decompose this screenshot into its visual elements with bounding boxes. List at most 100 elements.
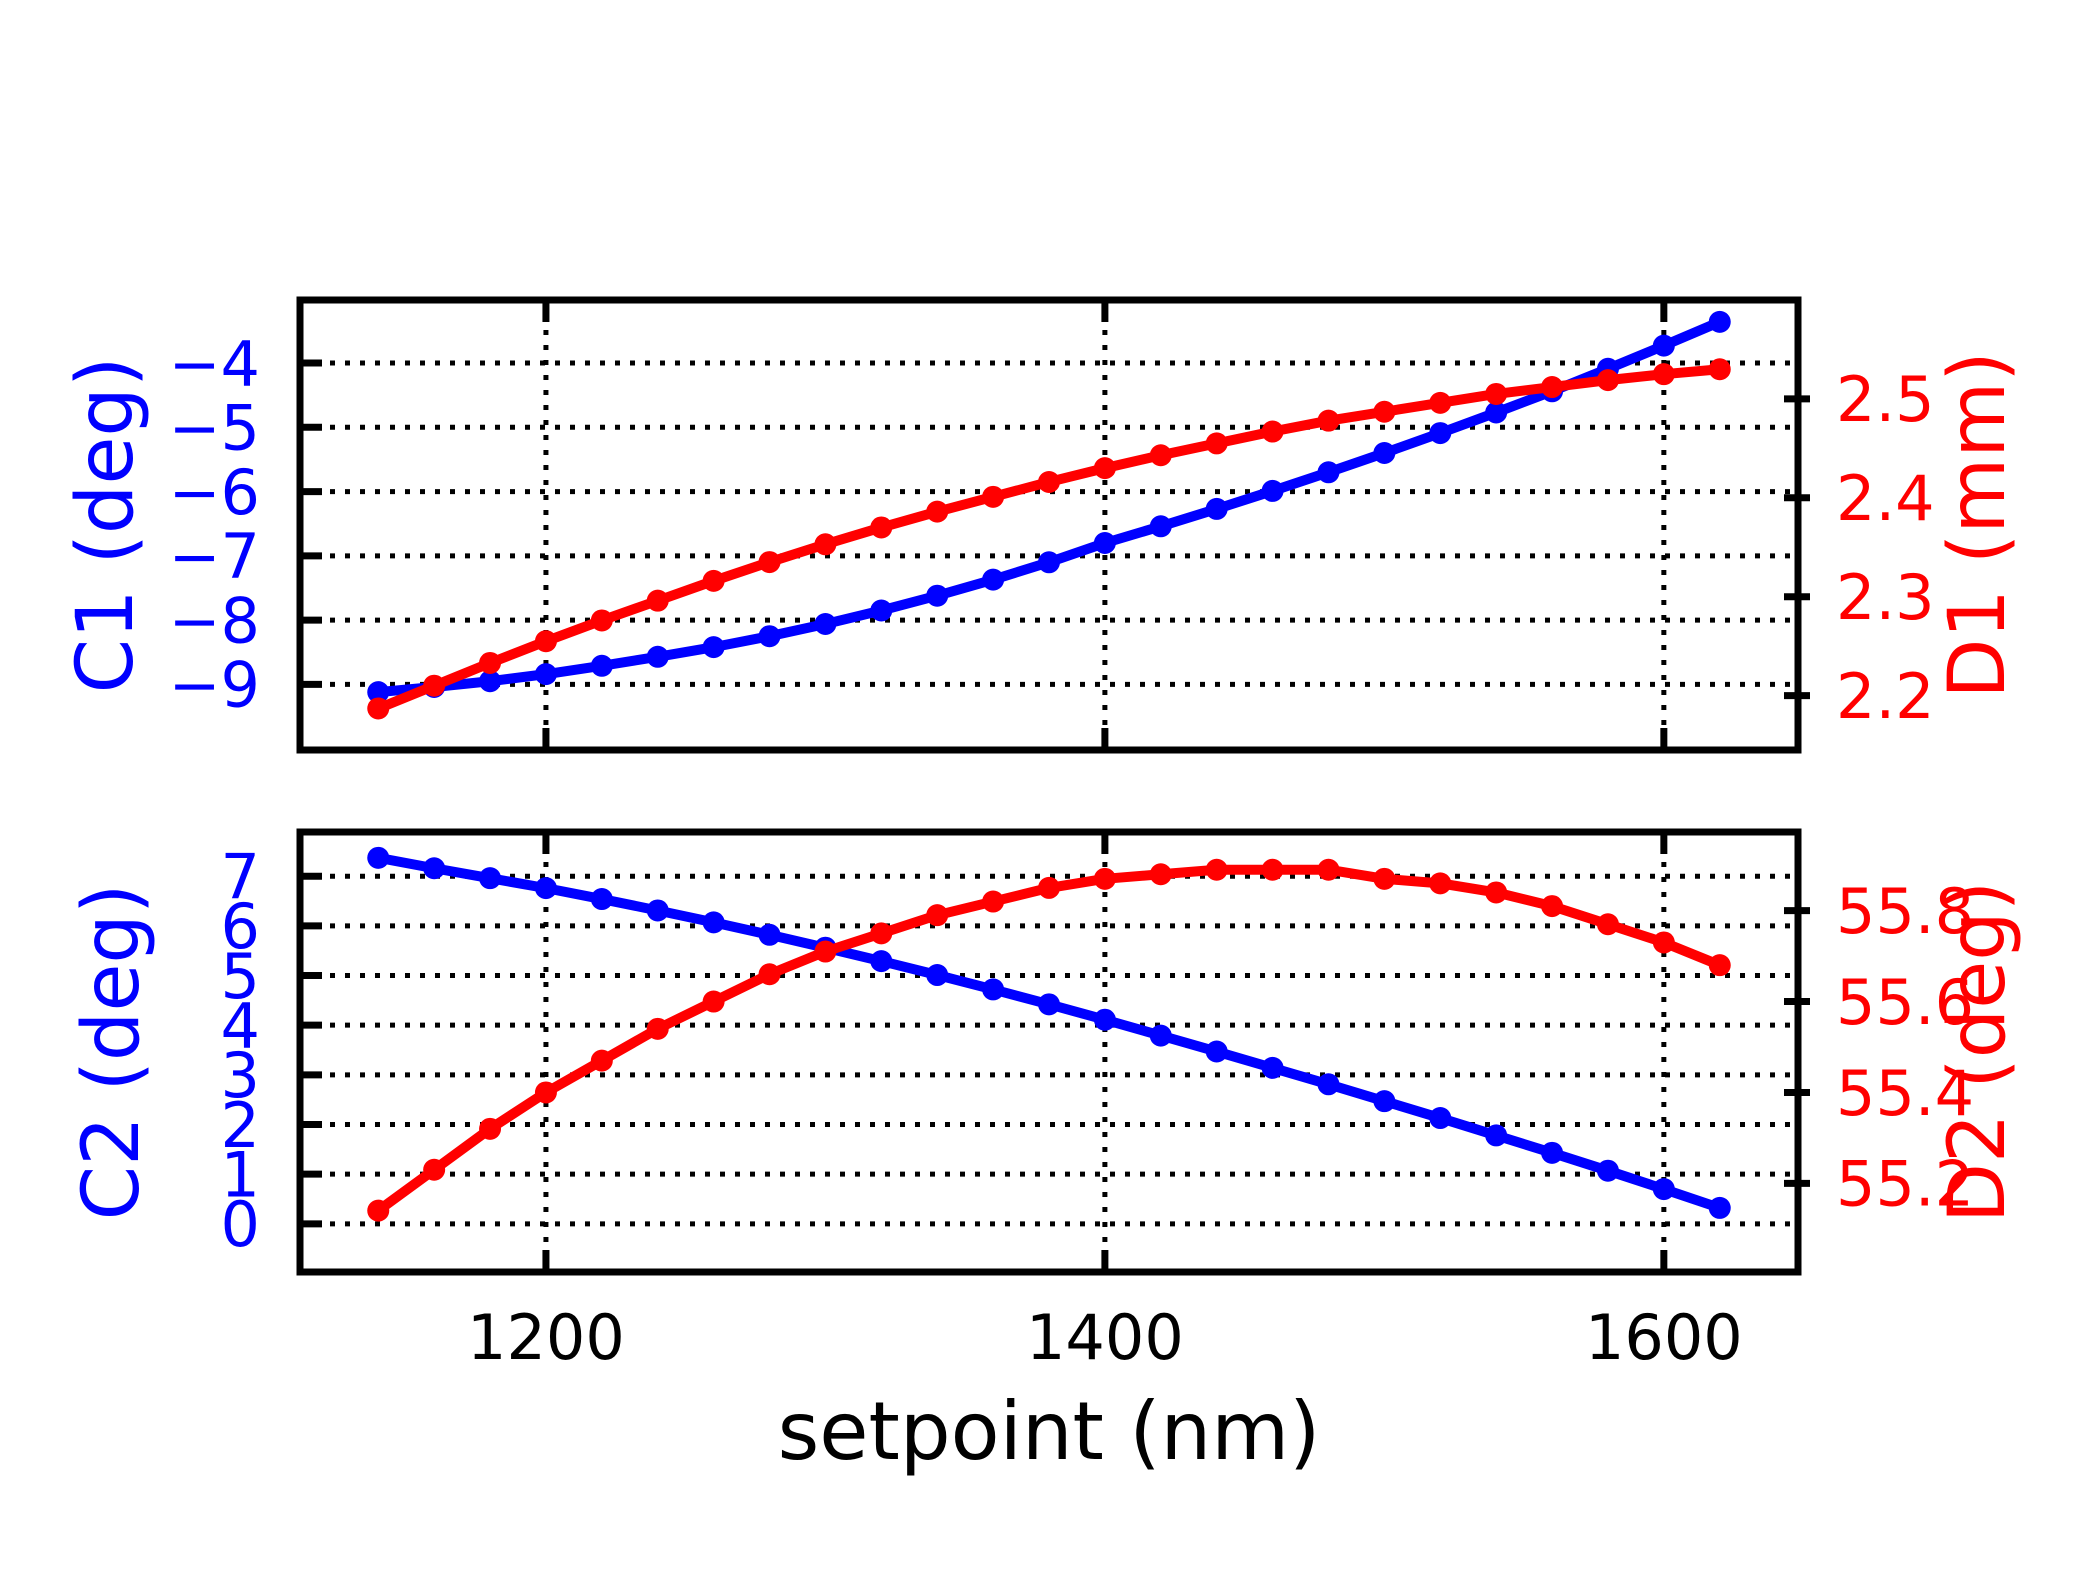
data-point-D2	[423, 1158, 446, 1181]
data-point-C1	[1708, 310, 1731, 333]
data-point-C2	[1205, 1040, 1228, 1063]
axes-frame	[296, 296, 1802, 754]
data-point-D1	[1652, 363, 1675, 386]
data-point-C1	[1149, 515, 1172, 538]
data-point-C2	[590, 888, 613, 911]
axes-frame	[296, 828, 1802, 1276]
data-point-D1	[367, 697, 390, 720]
data-point-D2	[814, 940, 837, 963]
data-point-D1	[1373, 400, 1396, 423]
data-point-C2	[870, 950, 893, 973]
data-point-C2	[423, 857, 446, 880]
data-point-C2	[1596, 1159, 1619, 1182]
data-point-D2	[1485, 881, 1508, 904]
data-point-C2	[1261, 1056, 1284, 1079]
data-point-D2	[926, 904, 949, 927]
right-tick-label: 55.6	[1836, 966, 1974, 1039]
data-point-D1	[870, 516, 893, 539]
data-point-D2	[1261, 858, 1284, 881]
data-point-D2	[479, 1117, 502, 1140]
left-tick-label: −5	[169, 392, 260, 465]
series-line-D2	[373, 864, 1725, 1216]
data-point-D1	[1093, 457, 1116, 480]
top-chart: −4−5−6−7−8−9 2.5 2.4 2.3 2.2	[169, 296, 1935, 754]
data-point-C2	[479, 867, 502, 890]
data-point-D2	[982, 890, 1005, 913]
left-tick-label: 5	[221, 940, 260, 1013]
left-tick-label: 0	[221, 1188, 260, 1261]
data-point-D2	[367, 1199, 390, 1222]
data-point-C1	[1485, 401, 1508, 424]
data-point-D1	[1317, 409, 1340, 432]
right-tick-label: 2.4	[1836, 462, 1935, 535]
data-point-C1	[1317, 461, 1340, 484]
data-point-D2	[702, 990, 725, 1013]
data-point-C1	[1205, 497, 1228, 520]
data-point-C2	[702, 911, 725, 934]
data-point-D1	[534, 630, 557, 653]
data-point-C1	[367, 681, 390, 704]
left-tick-label: −7	[169, 520, 260, 593]
right-tick-label: 55.2	[1836, 1148, 1974, 1221]
left-tick-label: 2	[221, 1089, 260, 1162]
left-tick-label: 3	[221, 1039, 260, 1112]
data-point-C1	[982, 568, 1005, 591]
data-point-C1	[870, 599, 893, 622]
series-line-C1	[373, 316, 1725, 698]
data-point-C2	[926, 964, 949, 987]
data-point-D2	[1093, 867, 1116, 890]
data-point-C2	[1373, 1090, 1396, 1113]
data-point-C2	[367, 846, 390, 869]
data-point-D1	[926, 500, 949, 523]
data-point-D1	[1038, 470, 1060, 493]
data-point-C1	[1652, 334, 1675, 357]
right-tick-label: 2.5	[1836, 363, 1935, 436]
left-tick-label: −4	[169, 327, 260, 400]
left-tick-label: 7	[221, 841, 260, 914]
x-tick-label: 1600	[1585, 1301, 1743, 1374]
data-point-C2	[1541, 1141, 1564, 1164]
data-point-C2	[982, 978, 1005, 1001]
data-point-D2	[1373, 867, 1396, 890]
data-point-C1	[1429, 422, 1452, 445]
data-point-C1	[1373, 442, 1396, 464]
bottom-left-axis-label: C2 (deg)	[67, 883, 157, 1221]
data-point-D2	[534, 1081, 557, 1104]
data-point-C2	[1038, 993, 1060, 1016]
left-tick-label: −9	[169, 649, 260, 722]
data-point-D1	[646, 589, 669, 612]
data-point-D1	[702, 569, 725, 592]
data-point-D1	[1149, 444, 1172, 467]
x-tick-label: 1400	[1026, 1301, 1184, 1374]
data-point-C2	[1149, 1024, 1172, 1047]
right-tick-label: 2.2	[1836, 660, 1935, 733]
data-point-D1	[982, 485, 1005, 508]
data-point-D1	[590, 609, 613, 632]
data-point-D2	[646, 1017, 669, 1040]
bottom-right-axis-label: D2 (deg)	[1933, 880, 2023, 1224]
data-point-D2	[1317, 858, 1340, 881]
data-point-D2	[590, 1049, 613, 1072]
data-point-C1	[814, 613, 837, 635]
data-point-D1	[1261, 420, 1284, 443]
data-point-D1	[1708, 358, 1731, 381]
data-point-D2	[1541, 895, 1564, 918]
data-point-C1	[702, 636, 725, 659]
data-point-D1	[1429, 391, 1452, 414]
data-point-C1	[1261, 479, 1284, 502]
data-point-C2	[1708, 1196, 1731, 1219]
data-point-D2	[1652, 931, 1675, 954]
data-point-D1	[423, 674, 446, 697]
data-point-C1	[646, 645, 669, 668]
data-point-C2	[758, 923, 781, 946]
left-tick-label: −6	[169, 456, 260, 529]
data-point-D2	[758, 963, 781, 986]
data-point-C2	[1317, 1073, 1340, 1096]
data-point-D1	[1205, 432, 1228, 455]
data-point-C1	[1038, 551, 1060, 574]
top-right-axis-label: D1 (mm)	[1933, 351, 2023, 699]
data-point-D2	[870, 922, 893, 945]
data-point-C1	[590, 654, 613, 677]
